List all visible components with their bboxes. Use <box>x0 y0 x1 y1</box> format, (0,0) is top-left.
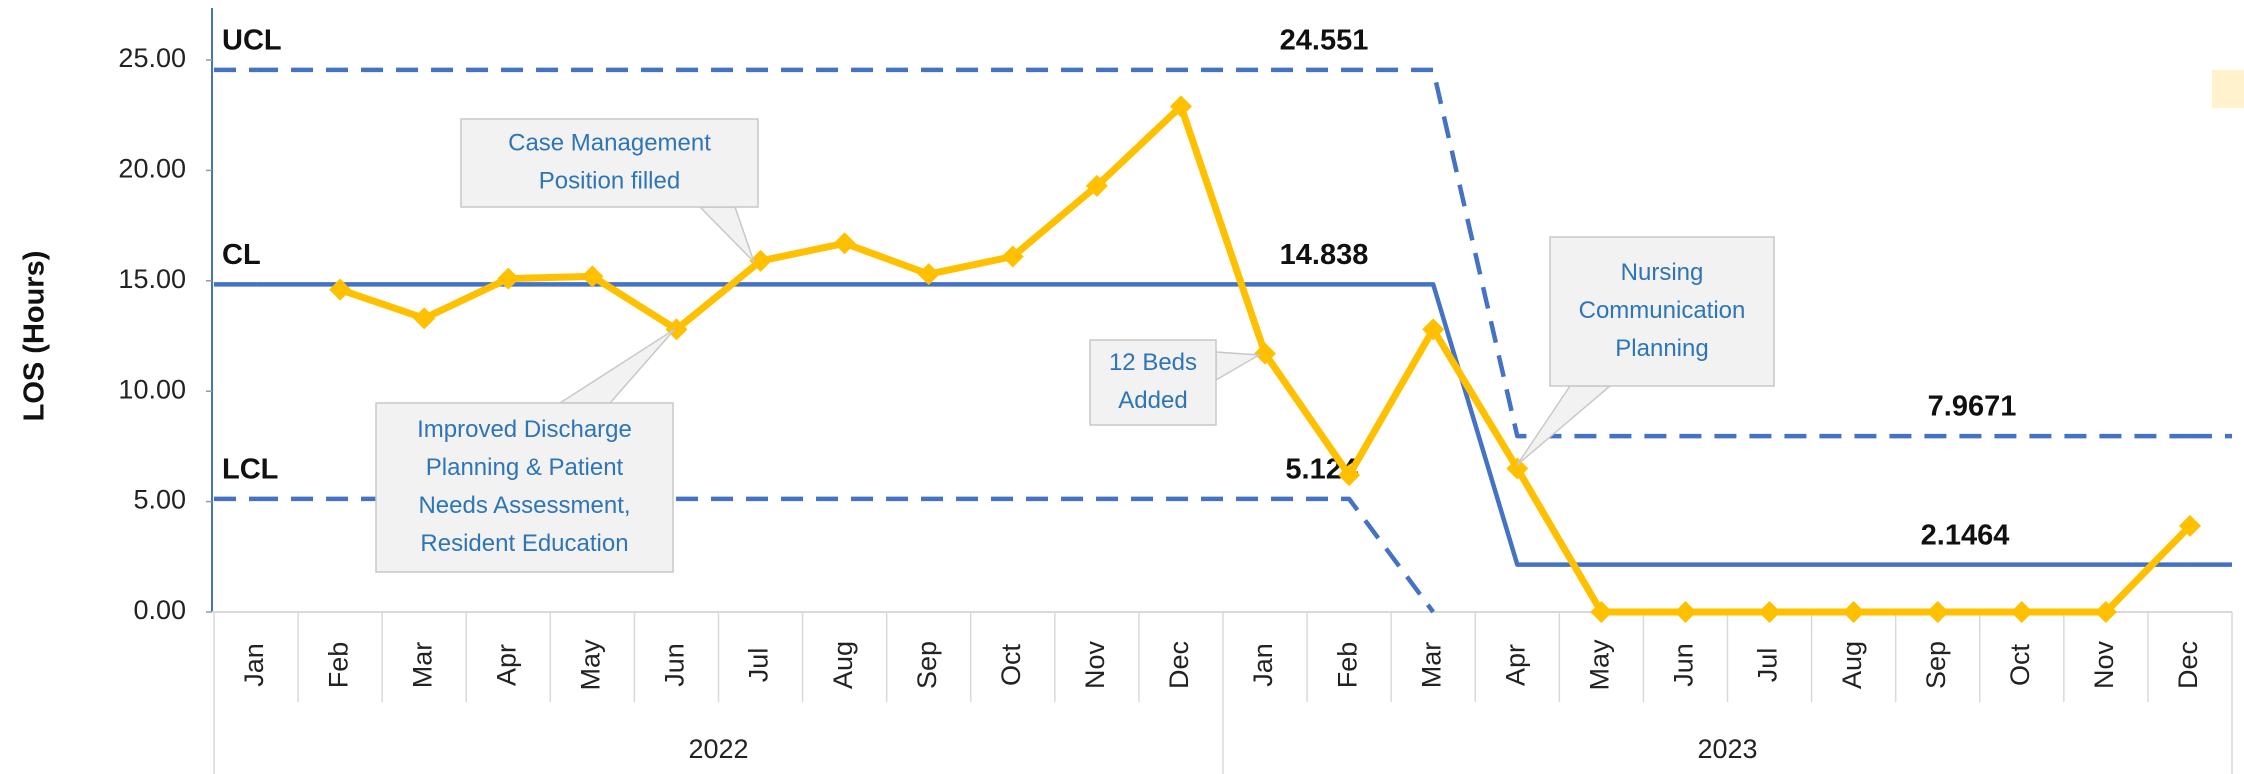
y-tick-label: 5.00 <box>133 485 186 515</box>
x-tick-label: Jan <box>1248 643 1278 687</box>
marker <box>917 263 940 286</box>
marker <box>413 307 436 330</box>
callout-text: Position filled <box>539 167 680 194</box>
x-tick-label: Dec <box>2173 641 2203 689</box>
value-label: 2.1464 <box>1921 519 2010 551</box>
x-tick-label: Nov <box>1080 640 1110 689</box>
x-tick-label: Jul <box>1753 648 1783 683</box>
marker <box>2094 601 2117 623</box>
marker <box>749 249 772 272</box>
marker <box>1001 245 1024 268</box>
x-tick-label: Jul <box>744 648 774 683</box>
marker <box>2010 601 2033 623</box>
marker <box>581 265 604 288</box>
value-label: 14.838 <box>1280 239 1369 271</box>
y-tick-label: 15.00 <box>118 264 186 294</box>
marker <box>1169 95 1192 118</box>
x-tick-label: Mar <box>1416 642 1446 689</box>
x-tick-label: Sep <box>912 641 942 689</box>
y-tick-label: 25.00 <box>118 43 186 73</box>
control-line <box>256 282 2190 567</box>
marker <box>1590 601 1613 623</box>
group-label: 2023 <box>1697 734 1757 764</box>
callout-text: Added <box>1118 387 1187 414</box>
callout-pointer <box>698 206 755 263</box>
marker <box>1085 174 1108 197</box>
callout-pointer <box>557 328 676 404</box>
x-tick-label: Jun <box>660 643 690 687</box>
x-tick-label: Apr <box>491 644 521 686</box>
x-tick-label: Aug <box>828 641 858 689</box>
callout-text: 12 Beds <box>1109 349 1197 376</box>
marker <box>1506 457 1529 480</box>
marker <box>833 232 856 255</box>
marker <box>1758 601 1781 623</box>
x-tick-label: Nov <box>2089 640 2119 689</box>
x-tick-label: Apr <box>1500 644 1530 686</box>
y-tick-label: 10.00 <box>118 374 186 404</box>
x-tick-label: Jun <box>1669 643 1699 687</box>
callout-pointer <box>1516 385 1613 466</box>
marker <box>1338 464 1361 487</box>
callout-text: Case Management <box>508 129 711 156</box>
series-label: LCL <box>222 454 278 486</box>
callout-box <box>1549 236 1775 387</box>
marker <box>1926 601 1949 623</box>
x-tick-label: Feb <box>1332 642 1362 689</box>
marker <box>1254 342 1277 365</box>
x-tick-label: Jan <box>239 643 269 687</box>
marker <box>665 318 688 341</box>
callout-box <box>1089 339 1217 426</box>
x-tick-label: Oct <box>2005 644 2035 687</box>
callout-text: Planning & Patient <box>426 454 624 481</box>
y-tick-label: 20.00 <box>118 154 186 184</box>
series-label: UCL <box>222 25 282 57</box>
x-tick-label: Dec <box>1164 641 1194 689</box>
marker <box>497 267 520 290</box>
marker <box>2178 514 2201 537</box>
x-tick-label: Mar <box>407 642 437 689</box>
x-tick-label: Sep <box>1921 641 1951 689</box>
callout-box <box>460 118 759 208</box>
series-label: CL <box>222 239 261 271</box>
marker <box>1842 601 1865 623</box>
x-tick-label: Oct <box>996 644 1026 687</box>
marker <box>1674 601 1697 623</box>
y-tick-label: 0.00 <box>133 595 186 625</box>
callout-text: Nursing <box>1621 259 1704 286</box>
value-label: 24.551 <box>1280 25 1369 57</box>
control-line <box>256 67 2190 439</box>
marker <box>1422 318 1445 341</box>
value-label: 7.9671 <box>1928 391 2017 423</box>
callout-text: Resident Education <box>420 530 628 557</box>
x-tick-label: Feb <box>323 642 353 689</box>
decoration <box>2212 70 2244 108</box>
callout-text: Planning <box>1615 335 1708 362</box>
x-tick-label: May <box>1585 639 1615 691</box>
callout-box <box>375 402 674 573</box>
x-tick-label: Aug <box>1837 641 1867 689</box>
callout-text: Communication <box>1579 297 1746 324</box>
callout-text: Needs Assessment, <box>418 492 630 519</box>
group-label: 2022 <box>688 734 748 764</box>
marker <box>329 278 352 301</box>
y-axis-title: LOS (Hours) <box>19 251 51 422</box>
callout-pointer <box>1215 351 1262 382</box>
callout-text: Improved Discharge <box>417 416 632 443</box>
x-tick-label: May <box>576 639 606 691</box>
